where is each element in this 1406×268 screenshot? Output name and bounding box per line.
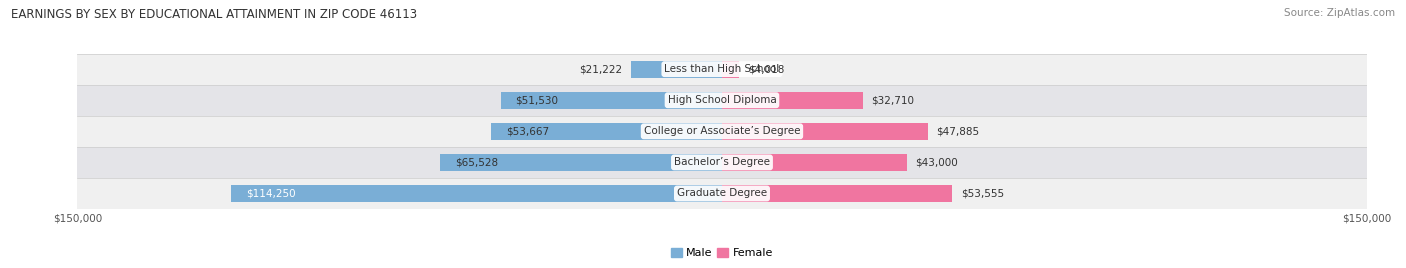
Text: EARNINGS BY SEX BY EDUCATIONAL ATTAINMENT IN ZIP CODE 46113: EARNINGS BY SEX BY EDUCATIONAL ATTAINMEN… — [11, 8, 418, 21]
Text: High School Diploma: High School Diploma — [668, 95, 776, 105]
Text: $47,885: $47,885 — [936, 126, 980, 136]
Text: $53,667: $53,667 — [506, 126, 550, 136]
Bar — [501, 92, 723, 109]
Text: $4,018: $4,018 — [748, 64, 785, 74]
Bar — [723, 123, 928, 140]
Bar — [723, 61, 740, 78]
Bar — [723, 185, 952, 202]
Bar — [631, 61, 723, 78]
Text: $21,222: $21,222 — [579, 64, 623, 74]
Bar — [77, 85, 1367, 116]
Bar — [231, 185, 723, 202]
Text: Less than High School: Less than High School — [665, 64, 779, 74]
Bar — [77, 54, 1367, 85]
Legend: Male, Female: Male, Female — [666, 243, 778, 263]
Bar — [491, 123, 723, 140]
Text: Source: ZipAtlas.com: Source: ZipAtlas.com — [1284, 8, 1395, 18]
Bar — [77, 147, 1367, 178]
Text: $43,000: $43,000 — [915, 157, 957, 168]
Text: $51,530: $51,530 — [516, 95, 558, 105]
Bar — [77, 178, 1367, 209]
Text: $65,528: $65,528 — [456, 157, 499, 168]
Bar — [723, 92, 862, 109]
Text: Bachelor’s Degree: Bachelor’s Degree — [673, 157, 770, 168]
Bar — [440, 154, 723, 171]
Text: Graduate Degree: Graduate Degree — [676, 188, 768, 199]
Bar — [77, 116, 1367, 147]
Text: $32,710: $32,710 — [872, 95, 914, 105]
Bar — [723, 154, 907, 171]
Text: $114,250: $114,250 — [246, 188, 295, 199]
Text: $53,555: $53,555 — [960, 188, 1004, 199]
Text: College or Associate’s Degree: College or Associate’s Degree — [644, 126, 800, 136]
